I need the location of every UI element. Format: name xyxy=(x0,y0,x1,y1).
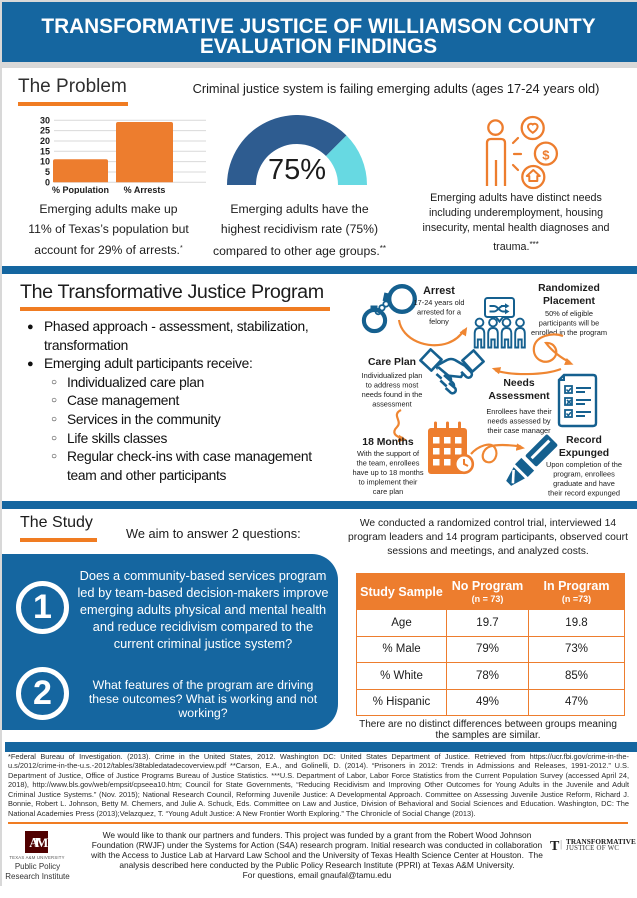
svg-text:Arrest: Arrest xyxy=(423,285,455,297)
svg-text:5: 5 xyxy=(45,167,50,177)
svg-text:Record: Record xyxy=(566,435,602,446)
svg-text:the team, enrollees: the team, enrollees xyxy=(357,459,420,468)
svg-text:participants will be: participants will be xyxy=(539,319,599,328)
svg-text:M: M xyxy=(36,835,48,850)
svg-text:Expunged: Expunged xyxy=(559,448,609,459)
svg-text:18 Months: 18 Months xyxy=(362,437,414,448)
svg-text:Assessment: Assessment xyxy=(488,391,550,402)
svg-text:to address most: to address most xyxy=(366,381,419,390)
svg-text:17-24 years old: 17-24 years old xyxy=(414,298,465,307)
svg-text:A: A xyxy=(29,835,39,850)
svg-text:their case manager: their case manager xyxy=(487,426,551,435)
svg-text:needs assessed by: needs assessed by xyxy=(487,417,551,426)
svg-text:T: T xyxy=(33,835,41,849)
svg-text:have up to 18 months: have up to 18 months xyxy=(352,468,423,477)
svg-text:0: 0 xyxy=(45,177,50,187)
svg-text:their record expunged: their record expunged xyxy=(548,489,620,498)
svg-text:program, enrollees: program, enrollees xyxy=(553,470,615,479)
svg-text:care plan: care plan xyxy=(373,487,403,496)
svg-text:Upon completion of the: Upon completion of the xyxy=(546,460,622,469)
svg-text:15: 15 xyxy=(40,146,50,156)
svg-text:30: 30 xyxy=(40,115,50,125)
svg-text:arrested for a: arrested for a xyxy=(417,308,462,317)
svg-text:% Arrests: % Arrests xyxy=(124,185,166,194)
svg-text:Placement: Placement xyxy=(543,296,596,307)
svg-text:10: 10 xyxy=(40,157,50,167)
svg-text:Individualized plan: Individualized plan xyxy=(362,371,423,380)
svg-text:Needs: Needs xyxy=(503,378,534,389)
svg-text:Randomized: Randomized xyxy=(538,283,600,294)
svg-text:to implement their: to implement their xyxy=(359,478,418,487)
svg-text:25: 25 xyxy=(40,126,50,136)
svg-text:% Population: % Population xyxy=(52,185,109,194)
svg-text:With the support of: With the support of xyxy=(357,449,420,458)
svg-text:assessment: assessment xyxy=(372,400,411,409)
svg-text:needs found in the: needs found in the xyxy=(362,390,423,399)
svg-text:Care Plan: Care Plan xyxy=(368,357,416,368)
svg-text:50% of eligible: 50% of eligible xyxy=(545,309,593,318)
svg-text:20: 20 xyxy=(40,136,50,146)
svg-text:felony: felony xyxy=(429,317,449,326)
svg-text:enrolled in the program: enrolled in the program xyxy=(531,328,607,337)
svg-text:graduate and have: graduate and have xyxy=(553,479,615,488)
svg-text:Enrollees have their: Enrollees have their xyxy=(486,407,552,416)
svg-text:$: $ xyxy=(542,148,550,163)
